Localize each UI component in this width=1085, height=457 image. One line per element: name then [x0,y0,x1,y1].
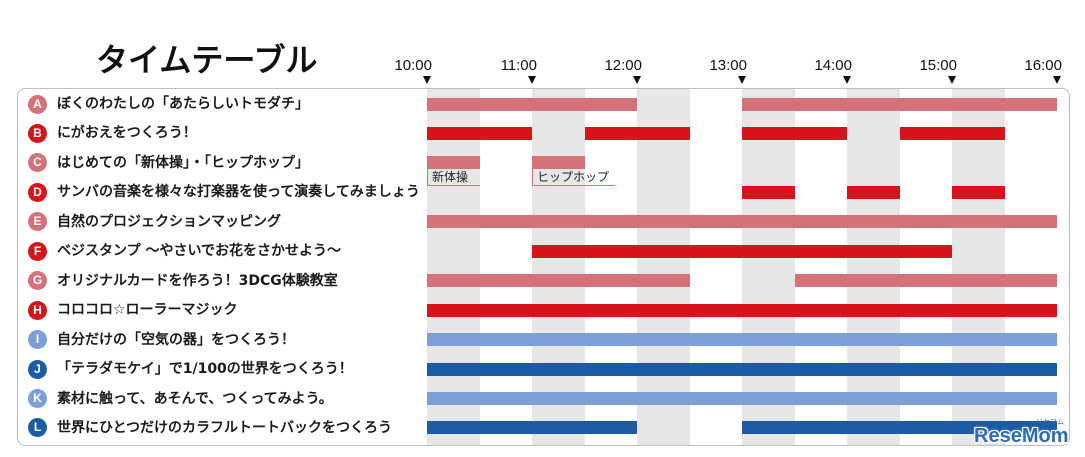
session-bar [532,244,952,258]
watermark-text: ReseMom [974,425,1069,447]
session-bar [427,362,1057,376]
session-bar [427,421,637,435]
session-bar [427,156,480,170]
session-bar [427,303,1057,317]
shaded-band [742,89,795,445]
session-bar [427,215,1057,229]
time-tick-marker-icon [632,76,641,84]
program-label: はじめての「新体操」・「ヒップホップ」 [57,154,309,171]
watermark-kana: リセマム [1036,418,1064,426]
row-letter-badge: F [28,241,47,261]
program-label: サンバの音楽を様々な打楽器を使って演奏してみましょう [57,184,420,201]
time-tick-marker-icon [527,76,536,84]
row-letter-badge: I [28,330,47,350]
session-bar [427,126,532,140]
session-bar [427,274,690,288]
session-bar [952,185,1005,199]
time-tick-label: 11:00 [500,57,537,74]
session-bar [742,421,1057,435]
session-bar [584,126,690,140]
time-tick-marker-icon [842,76,851,84]
program-label: 世界にひとつだけのカラフルトートバックをつくろう [57,419,393,436]
program-label: 自然のプロジェクションマッピング [57,213,281,230]
program-label: 「テラダモケイ」で1/100の世界をつくろう！ [57,361,353,378]
session-bar [427,97,637,111]
session-bar [847,185,900,199]
time-tick-label: 13:00 [709,57,747,74]
row-letter-badge: J [28,359,47,379]
session-bar [742,97,1057,111]
row-letter-badge: G [28,271,47,291]
row-letter-badge: D [28,182,47,202]
session-bar [532,156,585,170]
program-label: ベジスタンプ ～やさいでお花をさかせよう～ [57,243,342,260]
time-tick-label: 12:00 [604,57,642,74]
row-letter-badge: A [28,94,47,114]
session-bar [794,274,1057,288]
session-bar [899,126,1005,140]
shaded-band [532,89,585,445]
shaded-band [847,89,900,445]
shaded-band [952,89,1005,445]
resemom-watermark-logo: リセマム ReseMom [974,418,1074,450]
program-label: オリジナルカードを作ろう！3DCG体験教室 [57,272,338,289]
shaded-band [637,89,690,445]
time-tick-marker-icon [422,76,431,84]
shaded-band [427,89,480,445]
row-letter-badge: L [28,418,47,438]
row-letter-badge: B [28,123,47,143]
session-name-tag: ヒップホップ [532,169,616,187]
session-name-tag: 新体操 [427,169,480,187]
row-letter-badge: C [28,153,47,173]
chart-title: タイムテーブル [96,41,318,79]
time-tick-marker-icon [1052,76,1061,84]
time-tick-marker-icon [947,76,956,84]
program-label: コロコロ☆ローラーマジック [57,302,238,319]
session-bar [427,333,1057,347]
session-bar [742,185,795,199]
row-letter-badge: H [28,300,47,320]
time-tick-label: 14:00 [814,57,852,74]
row-letter-badge: E [28,212,47,232]
time-tick-label: 15:00 [919,57,957,74]
time-tick-label: 10:00 [394,57,432,74]
program-label: ぼくのわたしの「あたらしいトモダチ」 [57,96,309,112]
program-label: 自分だけの「空気の器」をつくろう！ [57,331,295,348]
row-letter-badge: K [28,389,47,408]
program-label: にがおえをつくろう！ [57,125,197,142]
program-label: 素材に触って、あそんで、つくってみよう。 [57,390,333,407]
time-tick-label: 16:00 [1024,57,1062,74]
time-tick-marker-icon [737,76,746,84]
session-bar [742,126,847,140]
table-frame [17,88,1070,446]
session-bar [427,392,1057,405]
